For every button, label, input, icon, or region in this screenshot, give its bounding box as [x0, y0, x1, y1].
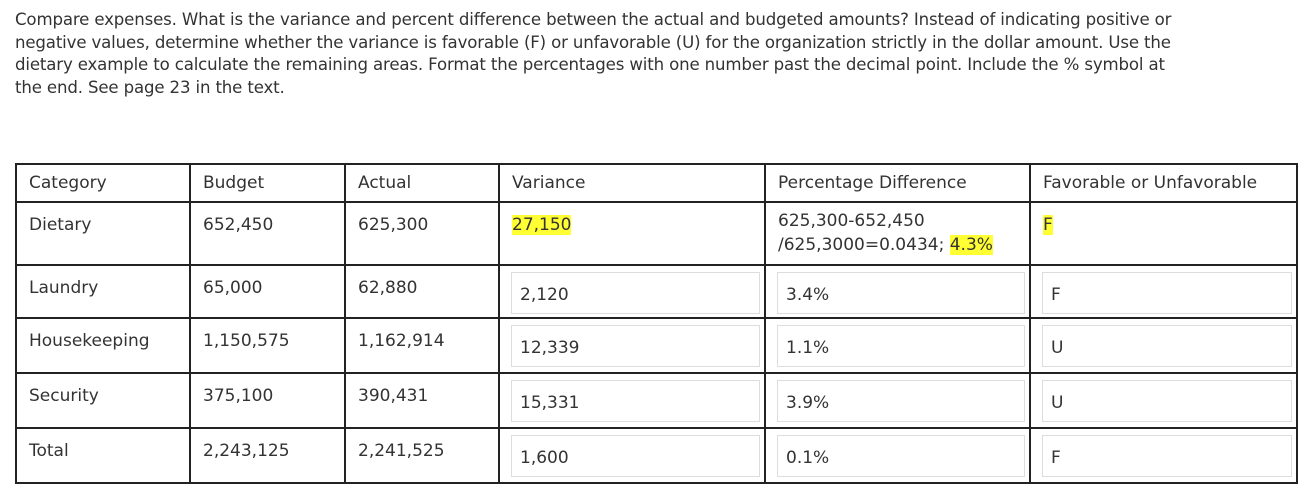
cell: F — [1029, 201, 1298, 266]
data-row: Housekeeping 1,150,575 1,162,914 12,339 1.1%… — [15, 317, 1298, 374]
favorable-value: F — [1043, 215, 1053, 235]
answer-input[interactable]: 1.1% — [777, 325, 1025, 367]
cell: 15,331 — [498, 372, 766, 429]
cell: 1,150,575 — [189, 317, 346, 374]
cell: 625,300-652,450/625,3000=0.0434; 4.3% — [764, 201, 1031, 266]
cell: F — [1029, 427, 1298, 484]
answer-input[interactable]: 3.9% — [777, 380, 1025, 422]
cell: 375,100 — [189, 372, 346, 429]
cell: 3.9% — [764, 372, 1031, 429]
data-row: Total 2,243,125 2,241,525 1,600 0.1% F — [15, 427, 1298, 484]
cell: 652,450 — [189, 201, 346, 266]
header-cell: Budget — [189, 163, 346, 203]
header-cell: Favorable or Unfavorable — [1029, 163, 1298, 203]
answer-input[interactable]: 15,331 — [511, 380, 760, 422]
header-cell: Percentage Difference — [764, 163, 1031, 203]
example-row: Dietary 652,450 625,300 27,150 625,300-652,4… — [15, 201, 1298, 266]
data-row: Laundry 65,000 62,880 2,120 3.4% F — [15, 264, 1298, 319]
cell: 2,120 — [498, 264, 766, 319]
instruction-line: negative values, determine whether the v… — [15, 32, 1171, 52]
answer-input[interactable]: U — [1042, 380, 1292, 422]
cell: U — [1029, 317, 1298, 374]
cell: 27,150 — [498, 201, 766, 266]
cell: Total — [15, 427, 191, 484]
cell: F — [1029, 264, 1298, 319]
header-cell: Variance — [498, 163, 766, 203]
work-line: 625,300-652,450 — [778, 209, 1017, 233]
cell: 1,162,914 — [344, 317, 500, 374]
cell: Housekeeping — [15, 317, 191, 374]
cell: 3.4% — [764, 264, 1031, 319]
answer-input[interactable]: 1,600 — [511, 435, 760, 477]
instruction-line: Compare expenses. What is the variance a… — [15, 10, 1172, 29]
expense-table: Category Budget Actual Variance Percentage D… — [15, 163, 1298, 484]
data-row: Security 375,100 390,431 15,331 3.9% U — [15, 372, 1298, 429]
instruction-line: the end. See page 23 in the text. — [15, 77, 285, 97]
header-cell: Actual — [344, 163, 500, 203]
work-text: /625,3000=0.0434; — [778, 235, 945, 255]
answer-input[interactable]: 2,120 — [511, 272, 760, 314]
cell: Dietary — [15, 201, 191, 266]
work-line: /625,3000=0.0434; 4.3% — [778, 233, 1017, 257]
instruction-line: dietary example to calculate the remaini… — [15, 55, 1165, 74]
cell: 62,880 — [344, 264, 500, 319]
cell: 2,241,525 — [344, 427, 500, 484]
cell: U — [1029, 372, 1298, 429]
variance-value: 27,150 — [512, 215, 572, 235]
cell: 12,339 — [498, 317, 766, 374]
answer-input[interactable]: 3.4% — [777, 272, 1025, 314]
cell: 2,243,125 — [189, 427, 346, 484]
cell: 390,431 — [344, 372, 500, 429]
cell: 1.1% — [764, 317, 1031, 374]
answer-input[interactable]: 0.1% — [777, 435, 1025, 477]
work-text: 625,300-652,450 — [778, 211, 925, 231]
cell: 0.1% — [764, 427, 1031, 484]
cell: 65,000 — [189, 264, 346, 319]
cell: 625,300 — [344, 201, 500, 266]
header-row: Category Budget Actual Variance Percentage D… — [15, 163, 1298, 203]
answer-input[interactable]: F — [1042, 435, 1292, 477]
header-cell: Category — [15, 163, 191, 203]
cell: Security — [15, 372, 191, 429]
instructions: Compare expenses. What is the variance a… — [15, 9, 1305, 99]
answer-input[interactable]: F — [1042, 272, 1292, 314]
answer-input[interactable]: 12,339 — [511, 325, 760, 367]
percent-value: 4.3% — [949, 235, 993, 255]
cell: 1,600 — [498, 427, 766, 484]
cell: Laundry — [15, 264, 191, 319]
answer-input[interactable]: U — [1042, 325, 1292, 367]
